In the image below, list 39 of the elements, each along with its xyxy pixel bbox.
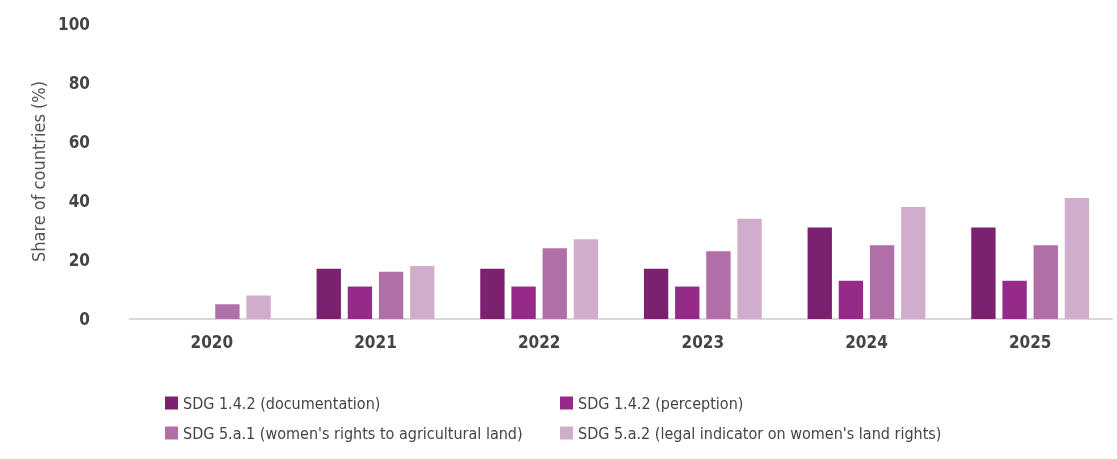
bar: [316, 268, 341, 319]
bar: [246, 295, 271, 319]
legend-label: SDG 1.4.2 (documentation): [183, 393, 381, 413]
y-tick-label: 100: [58, 14, 90, 34]
x-tick-label: 2022: [517, 331, 561, 352]
y-tick-label: 20: [68, 250, 90, 270]
bar: [901, 206, 926, 319]
y-tick-label: 40: [68, 191, 90, 211]
bar: [215, 304, 240, 319]
bar: [675, 286, 700, 319]
bar: [737, 218, 762, 319]
bar: [1002, 280, 1027, 319]
y-tick-label: 0: [79, 309, 90, 329]
bar: [347, 286, 373, 319]
bar: [1033, 245, 1058, 319]
bar: [410, 265, 435, 319]
x-tick-label: 2025: [1008, 331, 1052, 352]
legend-label: SDG 5.a.2 (legal indicator on women's land rights): [578, 423, 942, 443]
x-tick-label: 2024: [845, 331, 888, 352]
bar: [1064, 198, 1090, 319]
x-tick-label: 2020: [190, 331, 234, 352]
x-tick-label: 2021: [354, 331, 397, 352]
x-tick-label: 2023: [681, 331, 725, 352]
y-tick-label: 80: [68, 73, 90, 93]
bar: [643, 268, 669, 319]
bar: [480, 268, 505, 319]
y-tick-label: 60: [68, 132, 90, 152]
bar: [511, 286, 536, 319]
bar: [542, 248, 567, 319]
y-axis-title: Share of countries (%): [27, 81, 49, 262]
bar: [706, 251, 731, 319]
bar: [807, 227, 832, 319]
bar: [838, 280, 864, 319]
bar: [573, 239, 599, 319]
legend-label: SDG 5.a.1 (women's rights to agricultural land): [183, 423, 523, 443]
bar: [869, 245, 895, 319]
bar: [378, 271, 404, 319]
bar: [971, 227, 996, 319]
legend-label: SDG 1.4.2 (perception): [578, 393, 744, 413]
